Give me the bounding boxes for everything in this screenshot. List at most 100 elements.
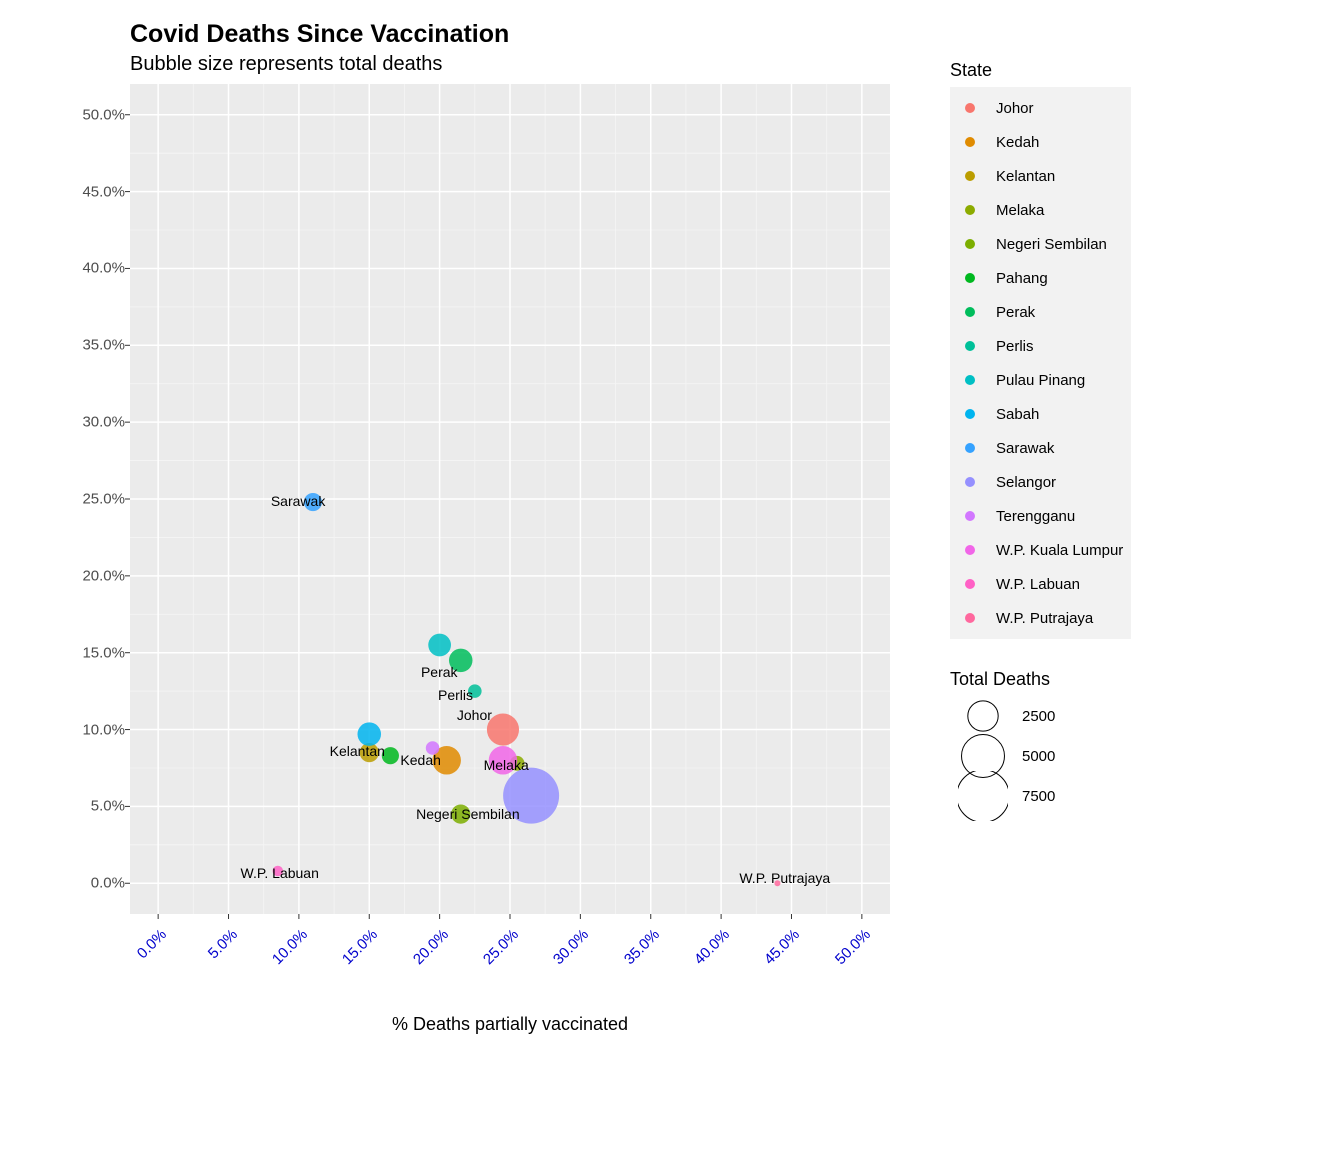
y-tick-label: 10.0% [82, 721, 125, 738]
state-legend-title: State [950, 60, 1131, 81]
data-point [382, 747, 399, 764]
legend-swatch [958, 96, 982, 120]
legend-row: Pulau Pinang [950, 363, 1131, 397]
legend-swatch [958, 368, 982, 392]
legend-label: Perlis [996, 338, 1034, 355]
legend-row: Sarawak [950, 431, 1131, 465]
y-tick-label: 5.0% [91, 798, 125, 815]
size-legend-row: 2500 [950, 696, 1131, 736]
plot-area [130, 84, 890, 914]
size-legend-row: 7500 [950, 776, 1131, 816]
legend-swatch [958, 572, 982, 596]
legend-row: Perak [950, 295, 1131, 329]
x-tick-label: 0.0% [123, 926, 170, 973]
legend-row: Melaka [950, 193, 1131, 227]
x-axis-title: % Deaths partially vaccinated [130, 1014, 890, 1035]
size-legend-swatch [958, 771, 1008, 821]
data-point [774, 880, 780, 886]
y-tick-label: 25.0% [82, 491, 125, 508]
legend-row: Kedah [950, 125, 1131, 159]
legend-label: Pahang [996, 270, 1048, 287]
legend-swatch [958, 538, 982, 562]
data-point [357, 722, 381, 746]
data-point [426, 741, 440, 755]
legend-swatch [958, 164, 982, 188]
legend-row: W.P. Labuan [950, 567, 1131, 601]
legend-swatch [958, 504, 982, 528]
chart-left-panel: Covid Deaths Since Vaccination Bubble si… [20, 20, 920, 1084]
data-point [449, 649, 473, 673]
chart-subtitle: Bubble size represents total deaths [130, 53, 920, 76]
size-legend-row: 5000 [950, 736, 1131, 776]
chart-container: Covid Deaths Since Vaccination Bubble si… [20, 20, 1324, 1084]
data-point [487, 713, 519, 745]
legend-swatch [958, 232, 982, 256]
legend-swatch [958, 198, 982, 222]
legend-label: Kelantan [996, 168, 1055, 185]
x-tick-label: 30.0% [545, 926, 592, 973]
legend-label: Sabah [996, 406, 1039, 423]
legend-row: W.P. Putrajaya [950, 601, 1131, 635]
legend-label: Selangor [996, 474, 1056, 491]
legend-swatch [958, 300, 982, 324]
legend-label: W.P. Kuala Lumpur [996, 542, 1123, 559]
y-tick-label: 30.0% [82, 414, 125, 431]
x-tick-label: 15.0% [334, 926, 381, 973]
legend-label: Melaka [996, 202, 1044, 219]
y-tick-label: 45.0% [82, 183, 125, 200]
legend-swatch [958, 402, 982, 426]
x-tick-label: 35.0% [615, 926, 662, 973]
legend-swatch [958, 130, 982, 154]
size-legend-label: 2500 [1022, 708, 1055, 725]
legend-swatch [958, 266, 982, 290]
data-point [304, 493, 322, 511]
legend-row: Sabah [950, 397, 1131, 431]
y-tick-label: 50.0% [82, 106, 125, 123]
data-point [468, 684, 482, 698]
legend-row: Selangor [950, 465, 1131, 499]
y-tick-label: 35.0% [82, 337, 125, 354]
x-tick-label: 20.0% [404, 926, 451, 973]
legend-label: W.P. Labuan [996, 576, 1080, 593]
state-legend: Johor Kedah Kelantan Melaka Negeri Sembilan P… [950, 87, 1131, 639]
legend-label: Negeri Sembilan [996, 236, 1107, 253]
legend-row: Johor [950, 91, 1131, 125]
legend-row: Negeri Sembilan [950, 227, 1131, 261]
legend-swatch [958, 470, 982, 494]
legend-label: Pulau Pinang [996, 372, 1085, 389]
size-legend-label: 7500 [1022, 788, 1055, 805]
chart-title: Covid Deaths Since Vaccination [130, 20, 920, 49]
legend-row: W.P. Kuala Lumpur [950, 533, 1131, 567]
y-tick-label: 15.0% [82, 644, 125, 661]
legend-row: Perlis [950, 329, 1131, 363]
y-tick-label: 0.0% [91, 875, 125, 892]
data-point [503, 768, 559, 824]
y-tick-label: 40.0% [82, 260, 125, 277]
size-legend: 2500 5000 7500 [950, 696, 1131, 816]
legend-row: Kelantan [950, 159, 1131, 193]
size-legend-label: 5000 [1022, 748, 1055, 765]
legend-swatch [958, 436, 982, 460]
legend-label: Kedah [996, 134, 1039, 151]
legend-panel: State Johor Kedah Kelantan Melaka Negeri Sem… [950, 60, 1131, 816]
x-tick-label: 45.0% [756, 926, 803, 973]
data-point [273, 866, 284, 877]
data-point [489, 746, 517, 774]
legend-swatch [958, 334, 982, 358]
legend-row: Terengganu [950, 499, 1131, 533]
x-tick-label: 5.0% [193, 926, 240, 973]
plot-stage: % Deaths fully vaccinated % Deaths parti… [20, 84, 920, 1084]
data-point [428, 634, 451, 657]
y-tick-label: 20.0% [82, 567, 125, 584]
legend-label: Johor [996, 100, 1034, 117]
legend-label: Terengganu [996, 508, 1075, 525]
x-tick-label: 50.0% [826, 926, 873, 973]
x-tick-label: 25.0% [475, 926, 522, 973]
legend-label: Perak [996, 304, 1035, 321]
legend-label: Sarawak [996, 440, 1054, 457]
plot-svg [130, 84, 890, 914]
x-tick-label: 40.0% [686, 926, 733, 973]
legend-swatch [958, 606, 982, 630]
data-point [451, 804, 470, 823]
legend-row: Pahang [950, 261, 1131, 295]
